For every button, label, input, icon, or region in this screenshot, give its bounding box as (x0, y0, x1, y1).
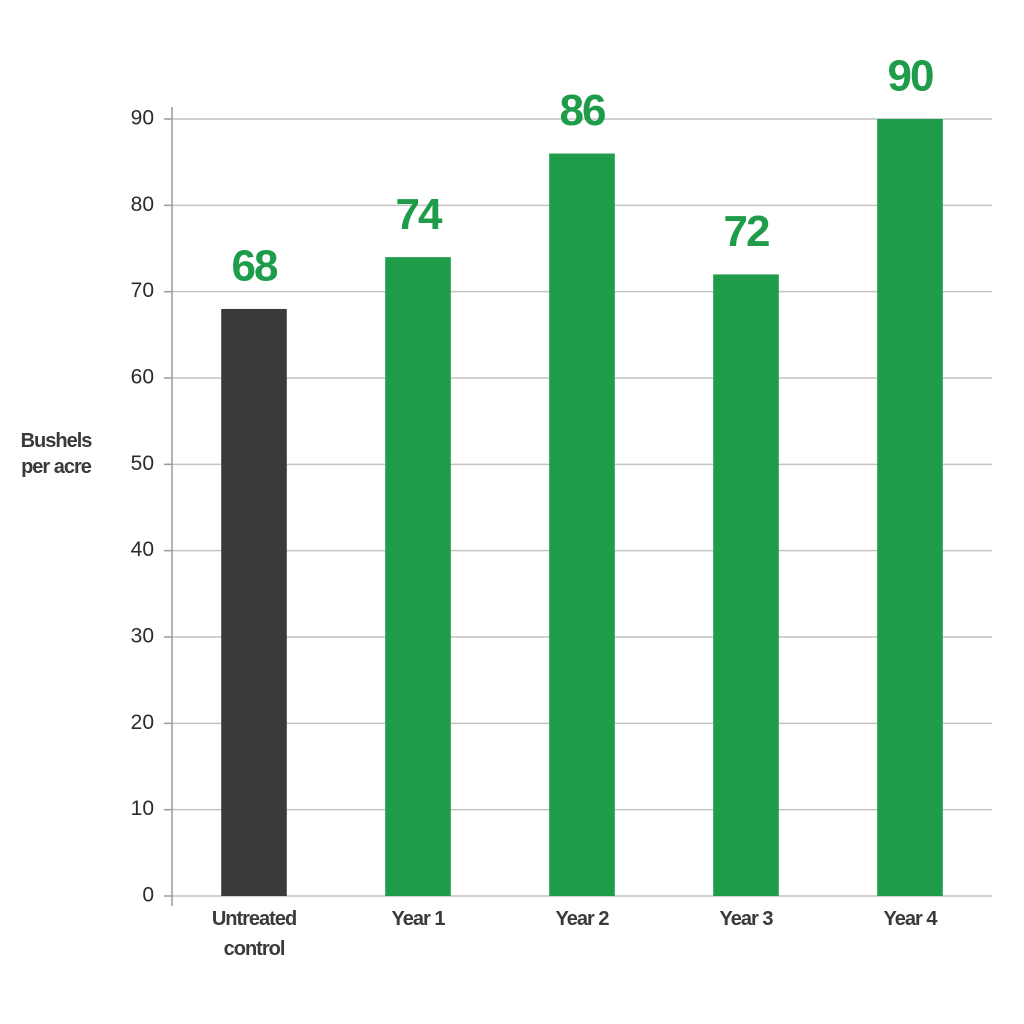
value-label: 90 (888, 52, 933, 101)
x-tick-label: Year 2 (555, 908, 610, 930)
bar (385, 257, 451, 897)
y-tick-label: 10 (131, 797, 154, 820)
bar (221, 308, 287, 896)
y-tick-label: 30 (131, 625, 154, 648)
y-tick-label: 90 (131, 107, 154, 130)
value-label: 68 (232, 242, 278, 291)
y-tick-label: 50 (131, 452, 154, 475)
x-tick-label: Year 3 (719, 908, 774, 930)
y-tick-label: 0 (142, 884, 154, 907)
value-label: 74 (396, 190, 443, 239)
x-tick-label: Untreated control (211, 908, 297, 960)
value-label: 86 (560, 86, 605, 135)
bar (877, 119, 943, 896)
bar (549, 153, 615, 897)
y-tick-label: 70 (131, 279, 154, 302)
y-tick-label: 20 (131, 711, 154, 734)
x-tick-label: Year 1 (391, 908, 446, 930)
value-label: 72 (724, 207, 769, 256)
y-tick-label: 40 (131, 538, 154, 561)
x-tick-label: Year 4 (883, 908, 938, 930)
y-tick-label: 60 (131, 366, 154, 389)
y-tick-label: 80 (131, 193, 154, 216)
bar (713, 274, 779, 896)
y-axis-label: Bushels per acre (20, 430, 93, 478)
